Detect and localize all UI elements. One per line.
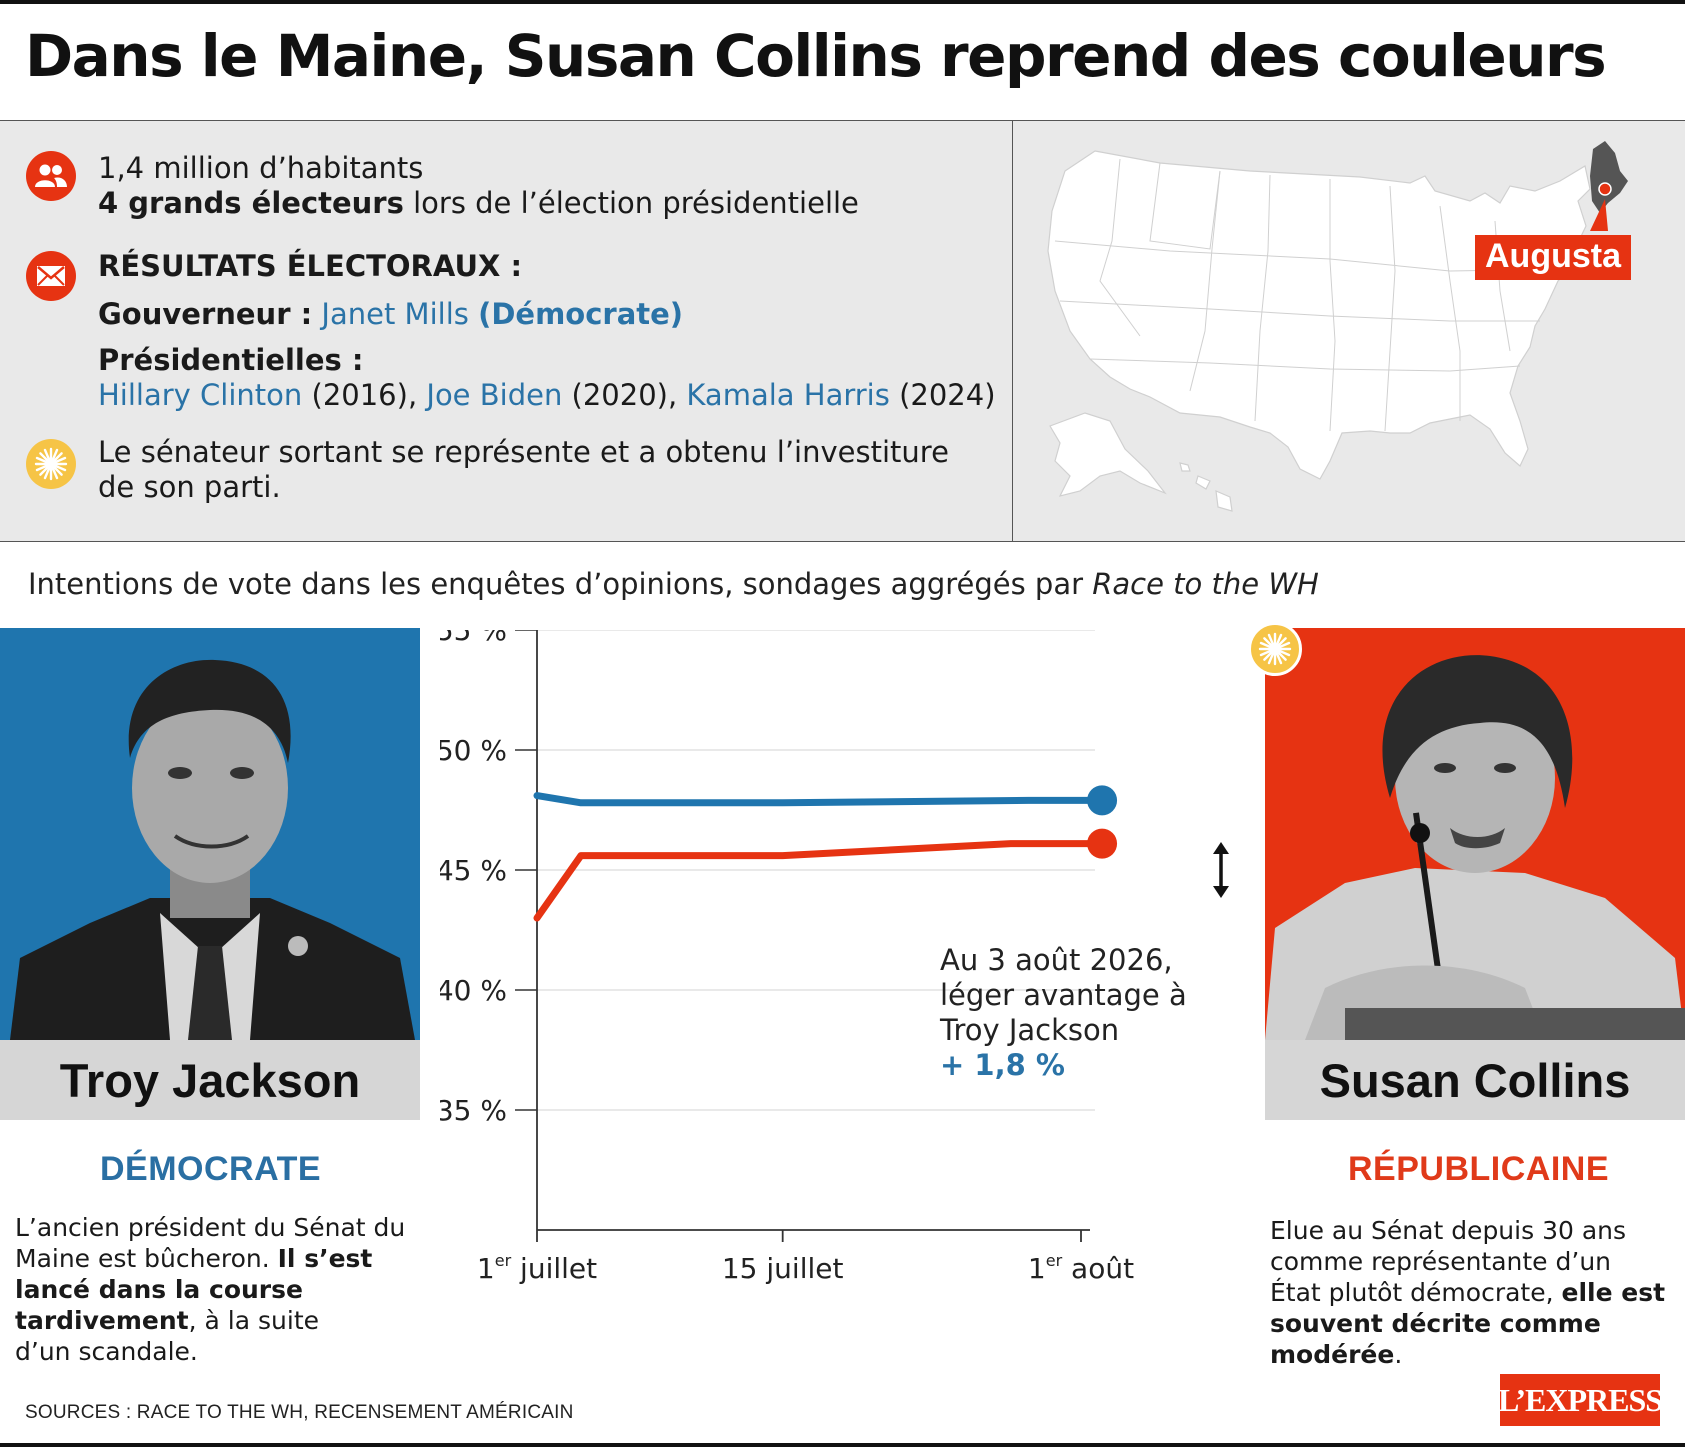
right-desc-line-3: État plutôt démocrate, elle est xyxy=(1270,1277,1675,1308)
incumbent-line-1: Le sénateur sortant se représente et a o… xyxy=(98,435,949,469)
left-desc-line-1: L’ancien président du Sénat du xyxy=(15,1213,406,1242)
series-line-jackson xyxy=(533,792,1106,807)
candidate-right-party: RÉPUBLICAINE xyxy=(1348,1150,1610,1188)
pres-2024-winner: Kamala Harris xyxy=(686,378,890,412)
right-desc-line-2: comme représentante d’un xyxy=(1270,1247,1612,1276)
left-desc-line-2: Maine est bûcheron. Il s’est xyxy=(15,1243,415,1274)
left-desc-line-5: d’un scandale. xyxy=(15,1337,198,1366)
people-icon xyxy=(26,151,76,201)
x-tick-label: 1er août xyxy=(1028,1251,1134,1285)
info-box: 1,4 million d’habitants 4 grands électeu… xyxy=(0,120,1685,542)
population-value: 1,4 million d’habitants xyxy=(98,151,424,185)
candidate-right-name: Susan Collins xyxy=(1265,1040,1685,1120)
right-desc-line-5: modérée. xyxy=(1270,1339,1675,1370)
candidate-left-name: Troy Jackson xyxy=(0,1040,420,1120)
us-map xyxy=(1047,141,1628,512)
presidential-results: Hillary Clinton (2016), Joe Biden (2020)… xyxy=(98,378,996,413)
augusta-label: Augusta xyxy=(1475,235,1631,280)
augusta-pointer xyxy=(1590,199,1608,231)
page-title: Dans le Maine, Susan Collins reprend des… xyxy=(25,22,1607,90)
annotation-line-3: Troy Jackson xyxy=(939,1013,1119,1047)
results-heading: RÉSULTATS ÉLECTORAUX : xyxy=(98,249,523,283)
series-line-collins xyxy=(533,840,1106,922)
bottom-rule xyxy=(0,1443,1685,1447)
x-tick-label: 1er juillet xyxy=(477,1251,597,1285)
left-desc-line-2a: Maine est bûcheron. xyxy=(15,1244,278,1273)
envelope-icon xyxy=(26,251,76,301)
chart-subtitle: Intentions de vote dans les enquêtes d’o… xyxy=(28,567,1319,601)
y-tick-label: 45 % xyxy=(440,854,507,887)
electors-text: 4 grands électeurs lors de l’élection pr… xyxy=(98,186,859,221)
left-desc-line-4a: tardivement xyxy=(15,1306,189,1335)
y-tick-label: 55 % xyxy=(440,630,507,647)
population-text: 1,4 million d’habitants xyxy=(98,151,423,186)
gap-arrow xyxy=(1213,842,1229,898)
annotation-line-1: Au 3 août 2026, xyxy=(940,943,1173,977)
right-desc-line-4: souvent décrite comme xyxy=(1270,1308,1675,1339)
candidate-left-panel: Troy Jackson xyxy=(0,628,420,1120)
pres-2016-year: (2016), xyxy=(302,378,427,412)
series-end-marker-jackson xyxy=(1087,785,1118,816)
chart-gridlines xyxy=(537,630,1095,1111)
maine-highlight xyxy=(1590,141,1628,213)
troy-jackson-photo xyxy=(0,628,420,1040)
governor-line: Gouverneur : Janet Mills (Démocrate) xyxy=(98,297,683,332)
poll-line-chart: 55 % 50 % 45 % 40 % 35 % 1er juillet 15 juill… xyxy=(440,630,1229,1285)
chart-y-axis: 55 % 50 % 45 % 40 % 35 % xyxy=(440,630,538,1230)
right-desc-line-1: Elue au Sénat depuis 30 ans xyxy=(1270,1216,1627,1245)
right-desc-line-3a: État plutôt démocrate, xyxy=(1270,1278,1562,1307)
pres-2024-year: (2024) xyxy=(889,378,996,412)
candidate-left-description: L’ancien président du Sénat du Maine est… xyxy=(15,1212,415,1367)
left-desc-line-4b: , à la suite xyxy=(188,1306,319,1335)
pres-2020-winner: Joe Biden xyxy=(426,378,563,412)
y-tick-label: 50 % xyxy=(440,734,507,767)
governor-party: (Démocrate) xyxy=(478,297,684,331)
annotation-line-2: léger avantage à xyxy=(940,978,1187,1012)
right-desc-line-4-bold: souvent décrite comme xyxy=(1270,1309,1601,1338)
y-tick-label: 40 % xyxy=(440,974,507,1007)
right-desc-line-3b: elle est xyxy=(1561,1278,1666,1307)
sources-footer: SOURCES : RACE TO THE WH, RECENSEMENT AM… xyxy=(25,1402,574,1423)
incumbent-line-2: de son parti. xyxy=(98,470,281,504)
hawaii-shape xyxy=(1179,462,1233,512)
left-desc-line-2b: Il s’est xyxy=(277,1244,373,1273)
pres-2020-year: (2020), xyxy=(562,378,687,412)
candidate-right-description: Elue au Sénat depuis 30 ans comme représ… xyxy=(1270,1215,1675,1370)
right-desc-line-5b: . xyxy=(1394,1340,1403,1369)
state-borders xyxy=(1054,158,1566,432)
chart-series xyxy=(533,785,1118,922)
governor-name: Janet Mills xyxy=(321,297,469,331)
presidential-label: Présidentielles : xyxy=(98,343,364,377)
pres-2016-winner: Hillary Clinton xyxy=(98,378,303,412)
left-desc-line-3-bold: lancé dans la course xyxy=(15,1275,303,1304)
series-end-marker-collins xyxy=(1087,828,1118,859)
subtitle-text: Intentions de vote dans les enquêtes d’o… xyxy=(28,567,1093,601)
x-tick-label: 15 juillet xyxy=(722,1252,844,1285)
starburst-icon xyxy=(26,439,76,489)
right-desc-line-5a: modérée xyxy=(1270,1340,1395,1369)
left-desc-line-3: lancé dans la course xyxy=(15,1274,415,1305)
info-divider xyxy=(1012,121,1013,541)
incumbent-starburst-icon xyxy=(1248,622,1302,676)
annotation-delta: + 1,8 % xyxy=(940,1048,1065,1082)
y-tick-label: 35 % xyxy=(440,1094,507,1127)
electors-count: 4 grands électeurs xyxy=(98,186,404,220)
electors-rest: lors de l’élection présidentielle xyxy=(403,186,859,220)
governor-label: Gouverneur : xyxy=(98,297,313,331)
alaska-shape xyxy=(1049,412,1167,497)
left-desc-line-4: tardivement, à la suite xyxy=(15,1305,415,1336)
chart-x-axis: 1er juillet 15 juillet 1er août xyxy=(477,1229,1134,1285)
candidate-left-party: DÉMOCRATE xyxy=(100,1150,322,1188)
susan-collins-photo xyxy=(1265,628,1685,1040)
top-rule xyxy=(0,0,1685,4)
candidate-right-panel: Susan Collins xyxy=(1265,628,1685,1120)
lexpress-logo: L’EXPRESS xyxy=(1498,1374,1663,1426)
subtitle-source: Race to the WH xyxy=(1092,567,1319,601)
